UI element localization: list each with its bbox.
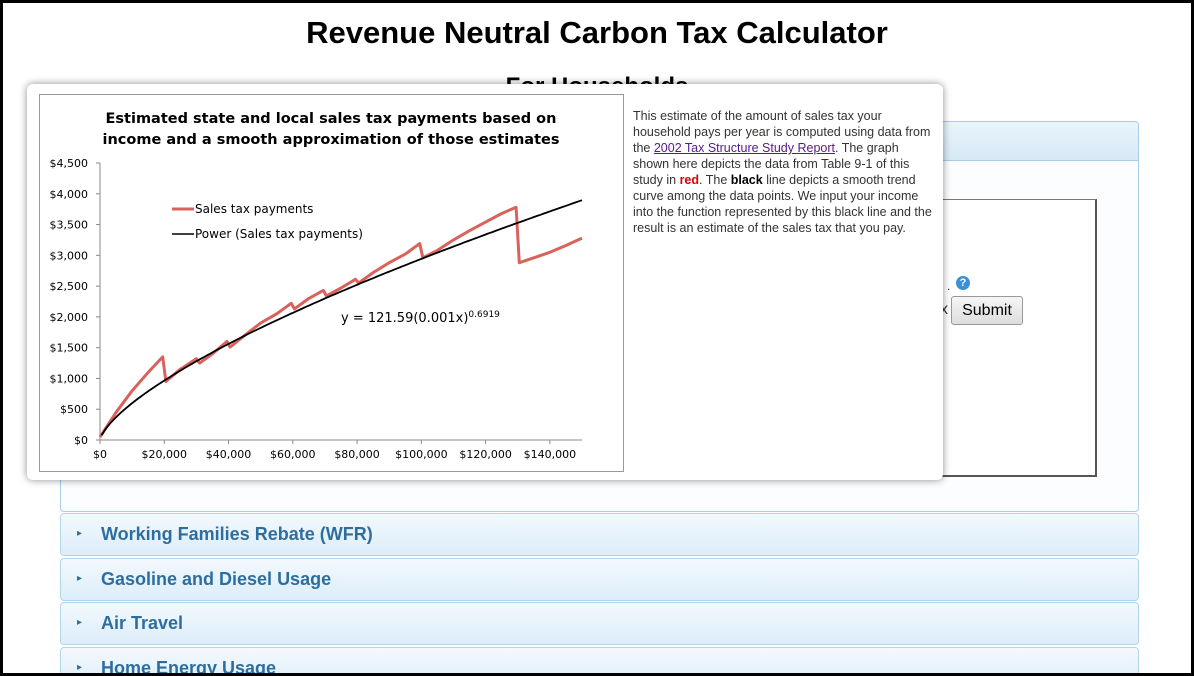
y-tick-label: $2,500 [50,280,89,293]
red-highlight: red [679,173,700,187]
y-tick-label: $500 [60,403,88,416]
accordion-label: Working Families Rebate (WFR) [101,524,373,544]
trendline-equation: y = 121.59(0.001x)0.6919 [341,310,500,326]
x-tick-label: $80,000 [334,448,380,461]
x-tick-label: $100,000 [395,448,448,461]
popup-description: This estimate of the amount of sales tax… [633,109,932,235]
submit-button[interactable]: Submit [951,296,1023,325]
y-tick-label: $3,000 [50,249,89,262]
help-icon[interactable]: ? [956,276,970,290]
caret-right-icon: ▸ [77,662,83,673]
y-tick-label: $2,000 [50,311,89,324]
accordion-label: Home Energy Usage [101,658,277,676]
accordion-home-energy[interactable]: ▸ Home Energy Usage [60,647,1139,676]
chart-title-line1: Estimated state and local sales tax paym… [106,111,557,127]
y-tick-label: $3,500 [50,219,89,232]
accordion-label: Air Travel [101,613,184,633]
accordion-working-families-rebate[interactable]: ▸ Working Families Rebate (WFR) [60,513,1139,556]
x-tick-label: $140,000 [524,448,577,461]
x-tick-label: $20,000 [142,448,188,461]
legend-label-power: Power (Sales tax payments) [195,227,363,241]
x-tick-label: $120,000 [459,448,512,461]
field-suffix: . [947,279,951,293]
field-label-fragment: x [940,301,948,318]
sales-tax-tooltip-popup: Estimated state and local sales tax paym… [27,84,943,480]
page-title: Revenue Neutral Carbon Tax Calculator [306,15,888,50]
x-tick-label: $0 [93,448,107,461]
series-sales-tax-line [98,205,583,438]
accordion-gasoline-diesel[interactable]: ▸ Gasoline and Diesel Usage [60,558,1139,601]
caret-right-icon: ▸ [77,528,83,539]
sales-tax-chart: Estimated state and local sales tax paym… [39,94,624,472]
y-tick-label: $4,500 [50,157,89,170]
accordion-air-travel[interactable]: ▸ Air Travel [60,602,1139,645]
black-highlight: black [730,173,763,187]
accordion-label: Gasoline and Diesel Usage [101,569,332,589]
x-tick-label: $40,000 [206,448,252,461]
y-tick-label: $4,000 [50,188,89,201]
x-tick-label: $60,000 [270,448,316,461]
chart-legend: Sales tax payments Power (Sales tax paym… [172,202,363,241]
legend-label-sales-tax: Sales tax payments [195,202,313,216]
y-tick-label: $0 [74,434,88,447]
caret-right-icon: ▸ [77,617,83,628]
y-tick-label: $1,500 [50,342,89,355]
chart-title-line2: income and a smooth approximation of tho… [103,132,560,148]
caret-right-icon: ▸ [77,573,83,584]
series-power-trendline [100,199,583,436]
tax-study-report-link[interactable]: 2002 Tax Structure Study Report [653,141,835,155]
y-tick-label: $1,000 [50,372,89,385]
